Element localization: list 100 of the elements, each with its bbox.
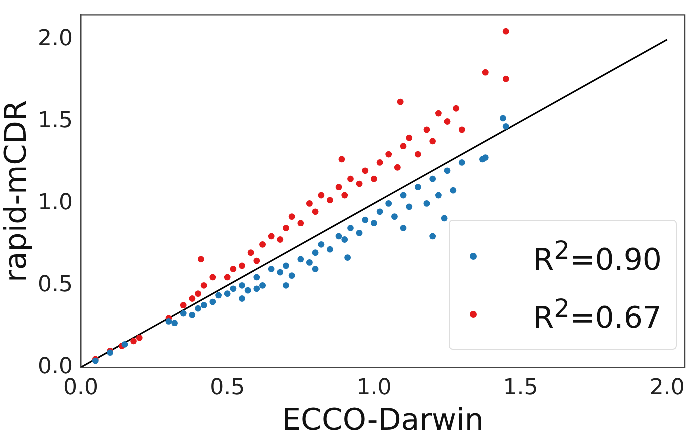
point <box>458 126 466 134</box>
point <box>502 123 510 130</box>
point <box>386 200 392 207</box>
y-tick-label: 1.5 <box>38 108 73 134</box>
point <box>453 105 460 112</box>
point <box>327 246 334 253</box>
point <box>371 176 378 182</box>
point <box>336 233 342 240</box>
point <box>216 292 222 299</box>
point <box>244 287 252 294</box>
point <box>400 143 407 150</box>
point <box>376 160 384 166</box>
point <box>430 233 436 240</box>
legend-label: R$^{2}$=0.90 <box>533 235 662 280</box>
point <box>210 274 216 281</box>
point <box>166 318 172 325</box>
point <box>362 168 369 174</box>
point <box>283 225 290 232</box>
point <box>502 76 510 82</box>
point <box>254 258 260 264</box>
point <box>338 156 346 163</box>
point <box>342 236 348 243</box>
x-tick-label: 0.5 <box>210 376 246 401</box>
point <box>400 192 407 199</box>
point <box>210 298 216 306</box>
point <box>414 184 422 191</box>
point <box>277 269 284 276</box>
y-axis-title: rapid-mCDR <box>0 100 34 282</box>
point <box>441 215 448 222</box>
point <box>444 118 451 125</box>
point <box>180 310 187 317</box>
point <box>239 296 246 302</box>
point <box>386 151 392 158</box>
point <box>306 200 313 207</box>
point <box>122 341 128 348</box>
point <box>198 256 204 263</box>
point <box>254 274 260 281</box>
x-tick-label: 2.0 <box>650 376 685 401</box>
point <box>298 220 304 227</box>
point <box>342 192 348 199</box>
point <box>424 200 430 207</box>
point <box>450 187 457 194</box>
point <box>130 338 137 345</box>
point <box>397 98 404 106</box>
point <box>482 154 489 161</box>
point <box>406 134 413 142</box>
point <box>318 192 325 199</box>
point <box>195 290 202 298</box>
point <box>260 241 266 248</box>
y-tick-label: 1.0 <box>38 190 73 216</box>
point <box>189 312 196 318</box>
point <box>200 302 208 309</box>
point <box>200 282 208 289</box>
point <box>254 286 260 292</box>
point <box>288 272 296 280</box>
point <box>283 282 290 289</box>
point <box>283 262 290 270</box>
point <box>172 320 178 327</box>
point <box>336 184 342 191</box>
point <box>362 216 369 224</box>
x-tick-label: 1.0 <box>356 376 392 401</box>
point <box>180 302 187 309</box>
point <box>502 28 510 35</box>
point <box>356 230 363 236</box>
point <box>371 220 378 227</box>
point <box>318 241 325 248</box>
point <box>444 168 451 174</box>
point <box>312 208 319 216</box>
point <box>436 110 442 117</box>
point <box>268 233 275 240</box>
point <box>430 176 436 182</box>
point <box>277 236 284 243</box>
x-axis-title: ECCO-Darwin <box>282 402 484 438</box>
point <box>268 266 275 272</box>
point <box>312 266 319 272</box>
point <box>406 204 413 210</box>
point <box>376 208 384 216</box>
point <box>356 180 363 188</box>
point <box>195 305 202 312</box>
point <box>230 286 237 292</box>
y-tick-label: 2.0 <box>38 26 73 52</box>
point <box>430 138 436 145</box>
point <box>348 225 354 232</box>
point <box>400 225 407 232</box>
point <box>224 290 231 298</box>
point <box>248 250 254 256</box>
x-tick-label: 1.5 <box>503 376 538 401</box>
point <box>189 296 196 302</box>
point <box>298 256 304 263</box>
point <box>392 214 398 220</box>
point <box>230 266 237 272</box>
point <box>414 151 422 158</box>
point <box>482 69 489 76</box>
point <box>348 176 354 182</box>
point <box>260 282 266 289</box>
point <box>458 160 466 166</box>
point <box>312 250 319 256</box>
point <box>436 192 442 199</box>
point <box>500 115 506 122</box>
point <box>306 260 313 266</box>
